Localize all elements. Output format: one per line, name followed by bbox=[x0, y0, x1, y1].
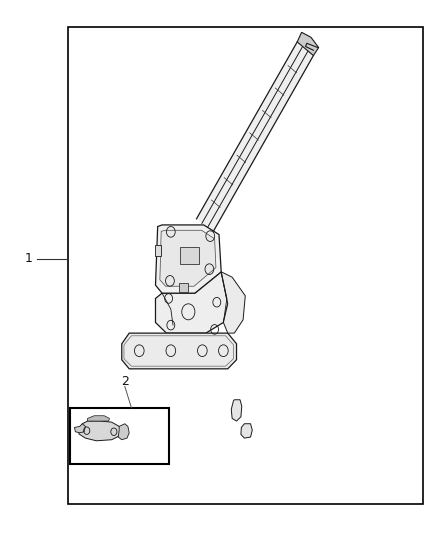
Polygon shape bbox=[241, 424, 252, 438]
Polygon shape bbox=[88, 416, 110, 421]
Polygon shape bbox=[118, 424, 129, 440]
Polygon shape bbox=[221, 272, 245, 333]
Polygon shape bbox=[79, 421, 122, 441]
Bar bbox=[180, 247, 199, 264]
Bar bbox=[70, 408, 169, 464]
Bar bbox=[179, 283, 188, 292]
Polygon shape bbox=[155, 225, 221, 293]
Polygon shape bbox=[160, 230, 216, 286]
Polygon shape bbox=[297, 33, 319, 55]
Text: 1: 1 bbox=[25, 252, 32, 265]
Polygon shape bbox=[122, 333, 237, 369]
Polygon shape bbox=[74, 424, 85, 433]
Text: 2: 2 bbox=[121, 375, 129, 387]
Polygon shape bbox=[197, 42, 314, 232]
Polygon shape bbox=[155, 245, 161, 256]
Polygon shape bbox=[155, 272, 228, 333]
Polygon shape bbox=[231, 400, 242, 421]
Bar bbox=[68, 27, 423, 504]
